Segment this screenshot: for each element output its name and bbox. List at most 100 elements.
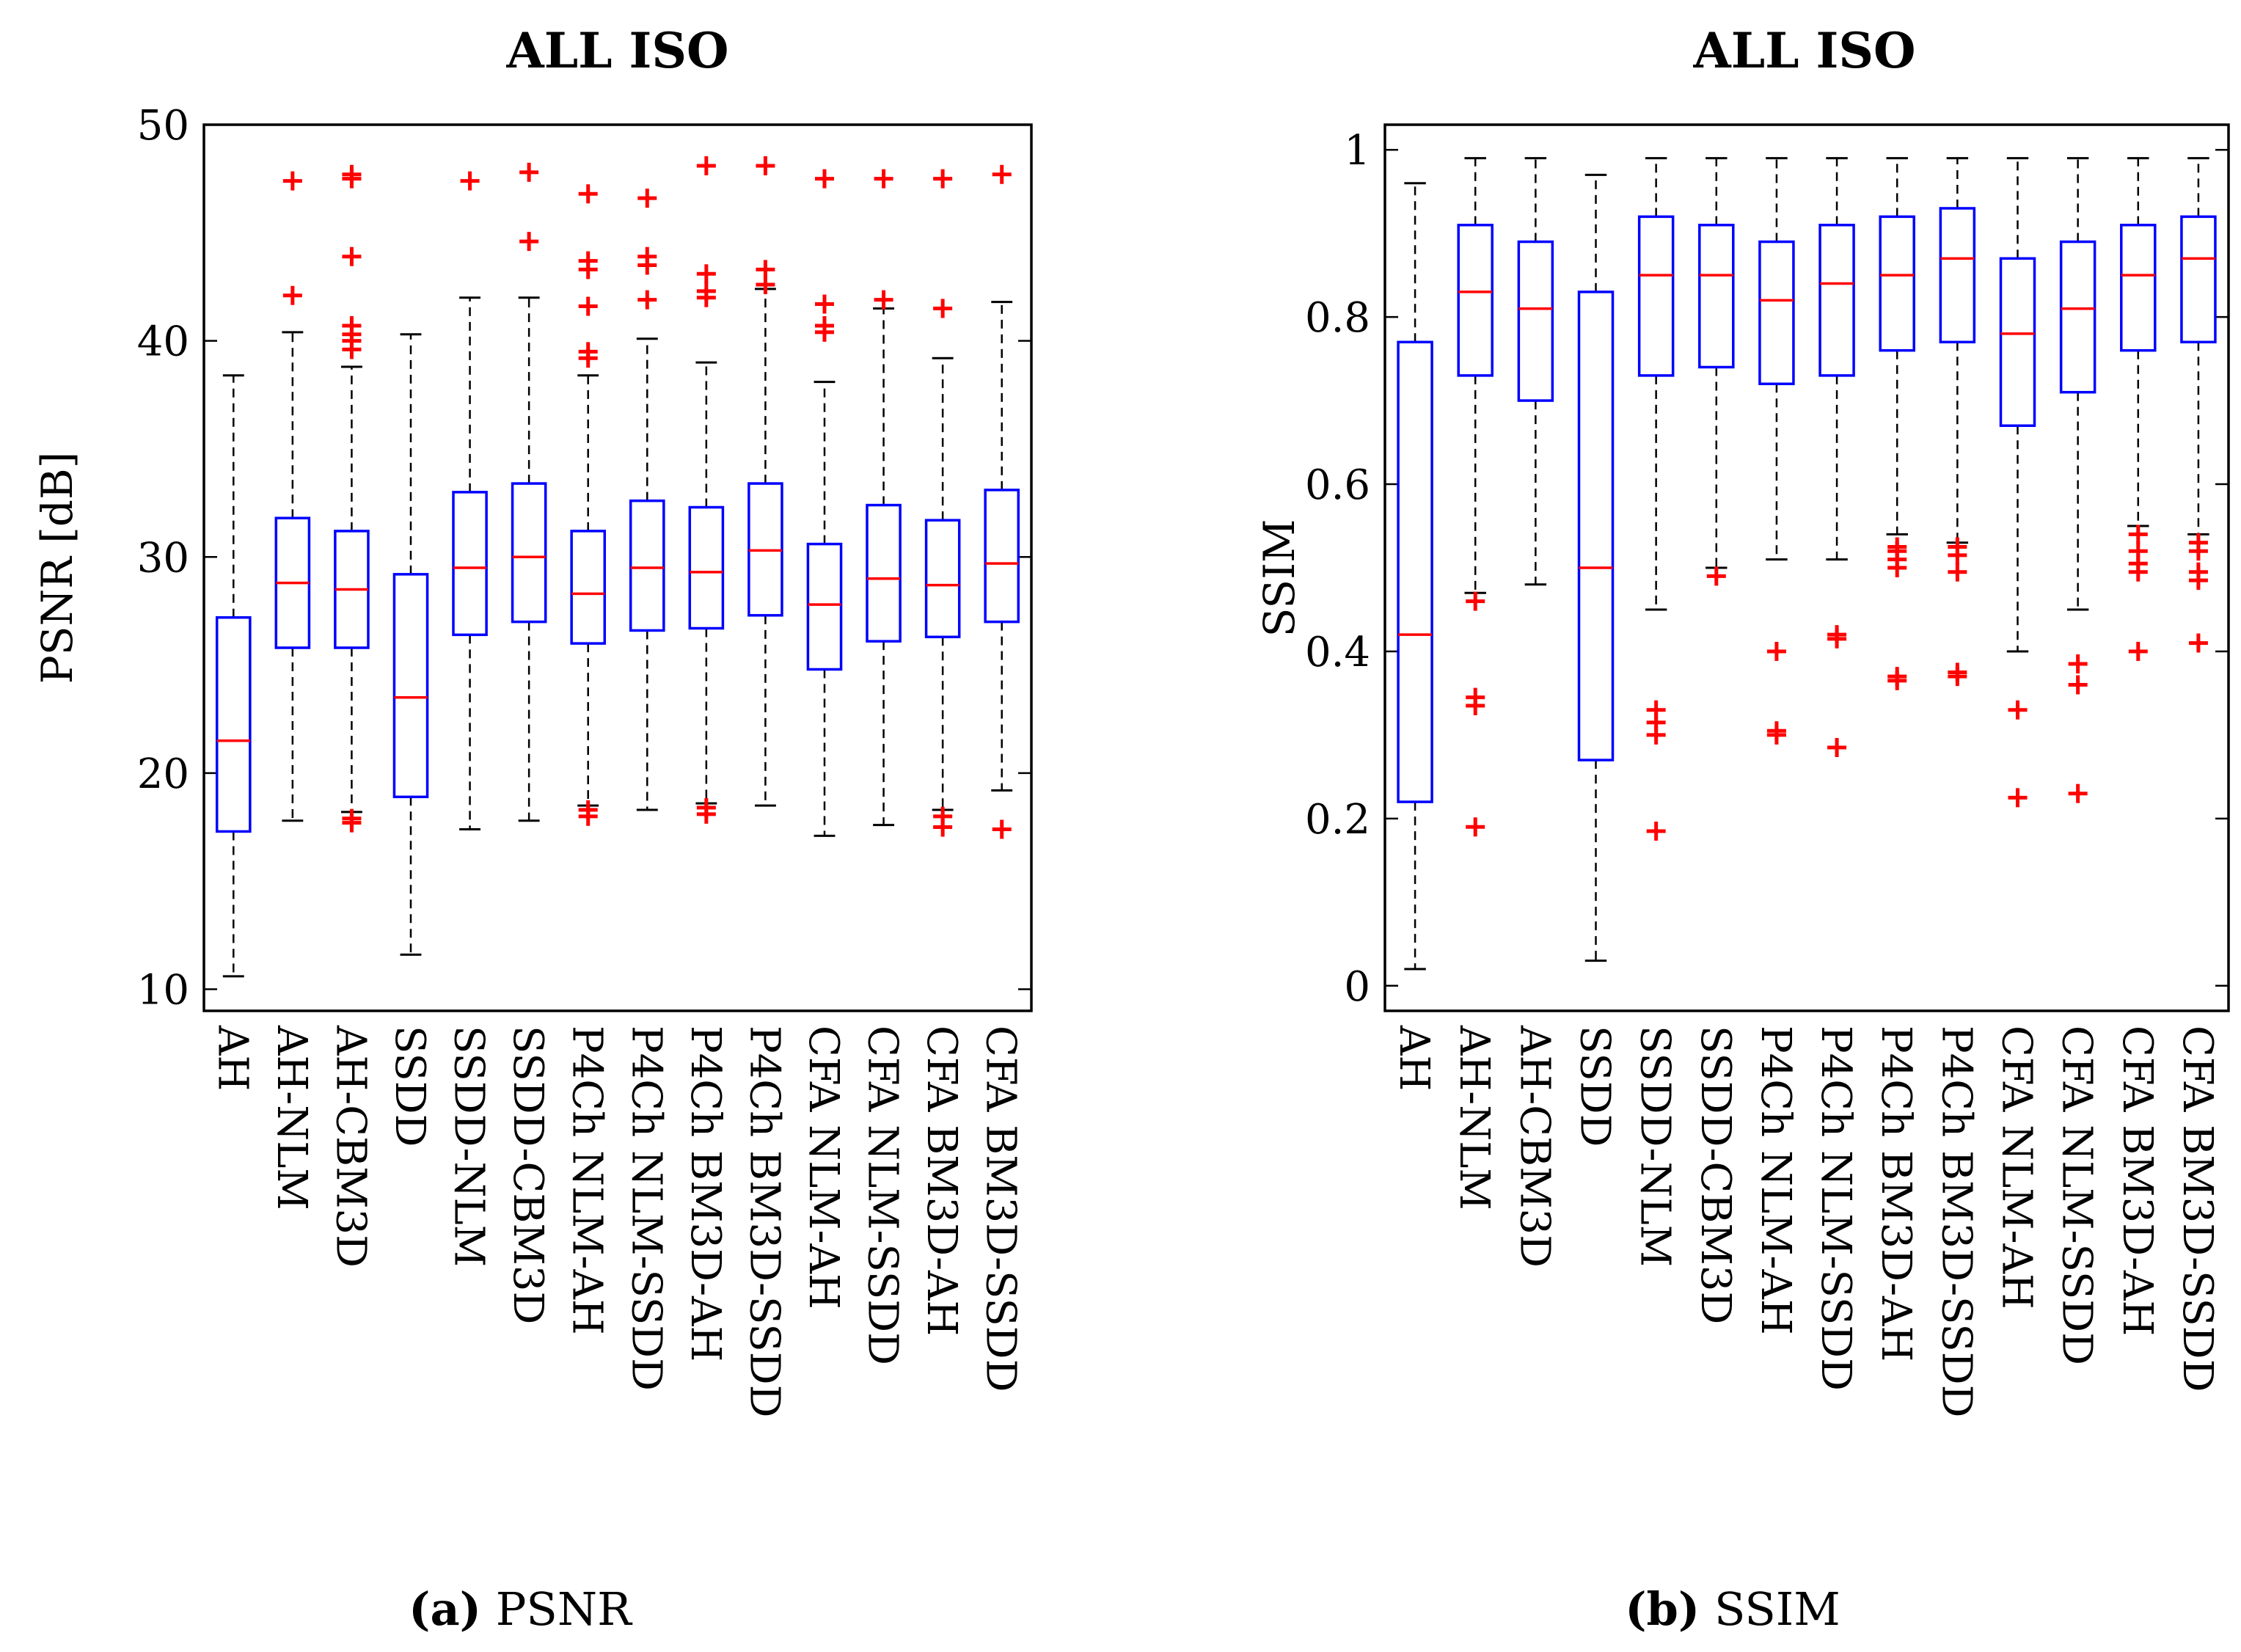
outlier-marker (874, 290, 893, 310)
ssim-box-11 (2059, 157, 2096, 803)
ssim-box-5 (1698, 157, 1735, 586)
box-iqr (570, 530, 607, 645)
psnr-box-11 (866, 169, 902, 827)
outlier-marker (2008, 700, 2028, 720)
box-iqr (511, 482, 547, 624)
psnr-category-label: P4Ch NLM-AH (563, 1026, 611, 1335)
box-iqr (1637, 215, 1675, 377)
psnr-category-label: CFA NLM-SSDD (859, 1026, 907, 1365)
psnr-category-label: AH-NLM (268, 1025, 315, 1210)
outlier-marker (1827, 625, 1847, 645)
outlier-marker (342, 246, 362, 266)
outlier-marker (637, 290, 657, 310)
ssim-category-labels: AH AH-NLM AH-CBM3D SSDD SSDD-NLM SSDD-CBM3D P4… (1390, 1025, 2221, 1418)
ssim-box-10 (1999, 157, 2036, 808)
outlier-marker (992, 819, 1012, 839)
box-iqr (924, 519, 961, 639)
outlier-marker (2068, 783, 2088, 803)
outlier-marker (933, 169, 953, 189)
psnr-box-5 (511, 162, 547, 822)
outlier-marker (519, 232, 539, 252)
outlier-marker (637, 246, 657, 266)
outlier-marker (282, 171, 302, 191)
outlier-marker (342, 164, 362, 184)
outlier-marker (696, 281, 716, 301)
psnr-category-label: CFA NLM-AH (800, 1026, 847, 1309)
psnr-box-9 (747, 156, 783, 807)
outlier-marker (756, 156, 775, 175)
psnr-plot-frame (202, 123, 1033, 1012)
outlier-marker (933, 299, 953, 318)
box-iqr (1999, 257, 2036, 428)
ssim-box-9 (1939, 157, 1976, 687)
psnr-chart-title: ALL ISO (505, 22, 728, 79)
psnr-box-10 (806, 169, 843, 837)
ssim-ytick-label: 0.8 (1305, 294, 1370, 342)
ssim-boxes (1397, 157, 2217, 971)
outlier-marker (1466, 687, 1485, 707)
psnr-category-label: CFA BM3D-SSDD (977, 1026, 1025, 1392)
psnr-y-axis-label: PSNR [dB] (32, 452, 82, 684)
psnr-category-label: SSDD-CBM3D (504, 1026, 552, 1324)
psnr-box-8 (688, 156, 725, 824)
ssim-ytick-label: 0.2 (1305, 796, 1370, 844)
outlier-marker (1827, 738, 1847, 758)
outlier-marker (1766, 641, 1786, 661)
psnr-ytick-label: 30 (137, 534, 189, 582)
outlier-marker (1466, 817, 1485, 837)
psnr-category-label: P4Ch BM3D-SSDD (740, 1026, 788, 1418)
outlier-marker (1646, 821, 1666, 841)
psnr-category-label: SSDD (386, 1026, 434, 1147)
box-iqr (866, 503, 902, 643)
psnr-box-4 (452, 171, 488, 831)
outlier-marker (637, 189, 657, 208)
outlier-marker (1948, 562, 1967, 582)
box-iqr (1818, 224, 1855, 377)
outlier-marker (1706, 566, 1726, 586)
outlier-marker (1948, 537, 1967, 557)
ssim-box-6 (1758, 157, 1795, 745)
outlier-marker (992, 164, 1012, 184)
outlier-marker (1887, 667, 1907, 687)
ssim-category-label: P4Ch NLM-AH (1752, 1026, 1799, 1335)
box-iqr (2059, 240, 2096, 394)
psnr-category-label: P4Ch BM3D-AH (681, 1026, 729, 1362)
box-iqr (1698, 224, 1735, 369)
ssim-box-12 (2120, 157, 2157, 661)
outlier-marker (1466, 591, 1485, 611)
ssim-category-label: CFA NLM-AH (1993, 1026, 2041, 1309)
outlier-marker (342, 808, 362, 828)
box-iqr (1397, 340, 1433, 803)
ssim-box-1 (1457, 157, 1494, 837)
outlier-marker (2188, 533, 2208, 552)
ssim-y-axis-label: SSIM (1254, 519, 1304, 637)
outlier-marker (578, 800, 598, 819)
box-iqr (1577, 290, 1615, 761)
psnr-category-label: AH (208, 1025, 256, 1091)
outlier-marker (282, 285, 302, 305)
ssim-ytick-label: 0.4 (1305, 629, 1370, 676)
psnr-category-label: AH-CBM3D (326, 1025, 374, 1268)
ssim-category-label: P4Ch BM3D-AH (1872, 1026, 1920, 1362)
psnr-category-label: P4Ch NLM-SSDD (622, 1026, 670, 1391)
psnr-box-1 (274, 171, 311, 822)
box-iqr (806, 542, 843, 671)
psnr-category-label: CFA BM3D-AH (918, 1026, 965, 1336)
box-iqr (452, 491, 488, 637)
box-iqr (1457, 224, 1494, 377)
outlier-marker (2188, 633, 2208, 653)
outlier-marker (815, 294, 834, 314)
psnr-caption: (a) PSNR (409, 1582, 633, 1636)
ssim-plot-frame (1383, 123, 2230, 1012)
ssim-box-2 (1517, 157, 1554, 586)
outlier-marker (2008, 788, 2028, 808)
ssim-category-label: SSDD-CBM3D (1692, 1026, 1739, 1324)
ssim-chart: ALL ISO 0 0.2 0.4 0.6 0.8 1 AH AH-NLM AH-CBM3D S… (1254, 22, 2230, 1636)
psnr-caption-letter: (a) (409, 1582, 481, 1636)
psnr-category-label: SSDD-NLM (445, 1026, 493, 1267)
ssim-category-label: SSDD-NLM (1631, 1026, 1679, 1267)
ssim-caption-text: SSIM (1714, 1582, 1840, 1636)
ssim-category-label: SSDD (1571, 1026, 1619, 1147)
psnr-box-12 (924, 169, 961, 837)
